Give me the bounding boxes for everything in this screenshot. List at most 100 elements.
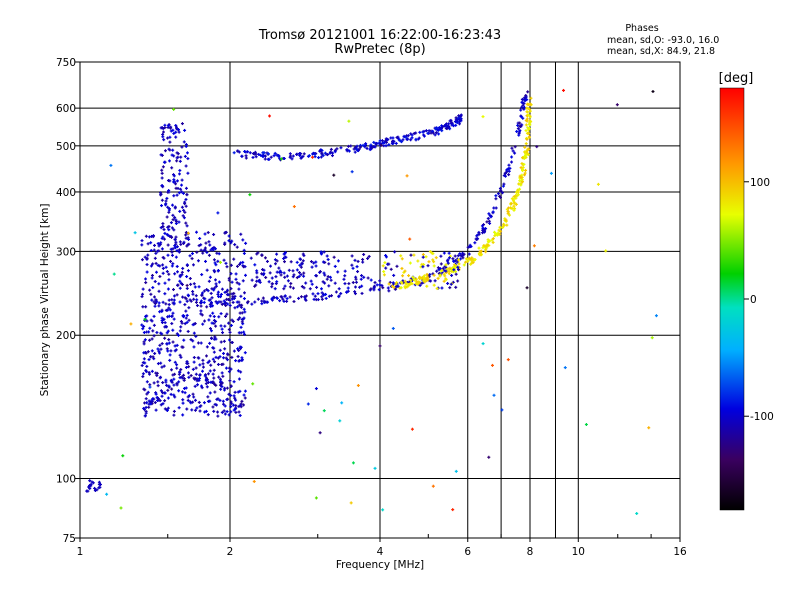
cloud-point — [153, 243, 157, 247]
cloud-point — [152, 334, 156, 338]
cloud-point — [236, 390, 240, 394]
trace-point — [264, 300, 268, 304]
trace-point — [516, 193, 520, 197]
trace-point — [242, 297, 246, 301]
cloud-point — [158, 343, 162, 347]
cloud-point — [164, 378, 168, 382]
trace-point — [502, 224, 506, 228]
trace-point — [499, 229, 503, 233]
cloud-point — [166, 287, 170, 291]
cloud-point — [180, 205, 184, 209]
trace-point — [368, 148, 372, 152]
cloud-point — [150, 349, 154, 353]
cloud-point — [222, 351, 226, 355]
cloud-point — [242, 393, 246, 397]
cloud-point — [141, 375, 145, 379]
cloud-point — [202, 289, 206, 293]
cloud-point — [202, 401, 206, 405]
cloud-point — [159, 389, 163, 393]
cloud-point — [227, 392, 231, 396]
trace-point — [267, 157, 271, 161]
cloud-point — [156, 380, 160, 384]
trace-point — [246, 150, 250, 154]
cloud-point — [213, 286, 217, 290]
cloud-point — [199, 248, 203, 252]
cloud-point — [220, 371, 224, 375]
trace-point — [273, 151, 277, 155]
cloud-point — [172, 298, 176, 302]
cloud-point — [175, 383, 179, 387]
cloud-point — [144, 305, 148, 309]
cloud-point — [222, 301, 226, 305]
cloud-point — [171, 373, 175, 377]
cloud-point — [212, 368, 216, 372]
trace-point — [425, 273, 429, 277]
cloud-point — [213, 278, 217, 282]
cloud-point — [227, 370, 231, 374]
trace-point — [448, 119, 452, 123]
cloud-point — [184, 233, 188, 237]
cloud-point — [149, 402, 153, 406]
cloud-point — [185, 193, 189, 197]
trace-point — [361, 143, 365, 147]
cloud-point — [169, 129, 173, 133]
cloud-point — [213, 261, 217, 265]
cloud-point — [151, 286, 155, 290]
trace-point — [494, 194, 498, 198]
cloud-point — [157, 349, 161, 353]
trace-point — [390, 284, 394, 288]
cloud-point — [146, 253, 150, 257]
trace-point — [374, 141, 378, 145]
cloud-point — [187, 394, 191, 398]
cloud-point — [144, 397, 148, 401]
trace-point — [156, 398, 160, 402]
cloud-point — [148, 338, 152, 342]
trace-point — [275, 296, 279, 300]
cloud-point — [210, 296, 214, 300]
trace-point — [514, 202, 518, 206]
cloud-point — [212, 350, 216, 354]
cloud-point — [147, 399, 151, 403]
trace-point — [373, 145, 377, 149]
cloud-point — [178, 279, 182, 283]
cloud-point — [185, 224, 189, 228]
trace-point — [317, 156, 321, 160]
cloud-point — [232, 349, 236, 353]
trace-point — [292, 300, 296, 304]
trace-point — [431, 131, 435, 135]
trace-point — [345, 148, 349, 152]
cloud-point — [167, 338, 171, 342]
cloud-point — [146, 390, 150, 394]
cloud-point — [193, 322, 197, 326]
trace-point — [395, 135, 399, 139]
trace-point — [260, 299, 264, 303]
cloud-point — [163, 149, 167, 153]
cloud-point — [149, 241, 153, 245]
cloud-point — [235, 300, 239, 304]
trace-point — [225, 386, 229, 390]
trace-point — [441, 266, 445, 270]
cloud-point — [144, 411, 148, 415]
cloud-point — [242, 330, 246, 334]
trace-point — [236, 149, 240, 153]
cloud-point — [225, 358, 229, 362]
trace-point — [404, 135, 408, 139]
trace-point — [479, 249, 483, 253]
cloud-point — [175, 366, 179, 370]
cloud-point — [168, 140, 172, 144]
cloud-point — [213, 382, 217, 386]
cloud-point — [233, 306, 237, 310]
cloud-point — [219, 312, 223, 316]
trace-point — [519, 108, 523, 112]
trace-point — [527, 128, 531, 132]
cloud-point — [158, 376, 162, 380]
trace-point — [439, 269, 443, 273]
cloud-point — [168, 126, 172, 130]
cloud-point — [193, 408, 197, 412]
cloud-point — [172, 228, 176, 232]
trace-point — [506, 206, 510, 210]
trace-point — [270, 298, 274, 302]
cloud-point — [225, 265, 229, 269]
cloud-point — [239, 345, 243, 349]
cloud-point — [215, 403, 219, 407]
